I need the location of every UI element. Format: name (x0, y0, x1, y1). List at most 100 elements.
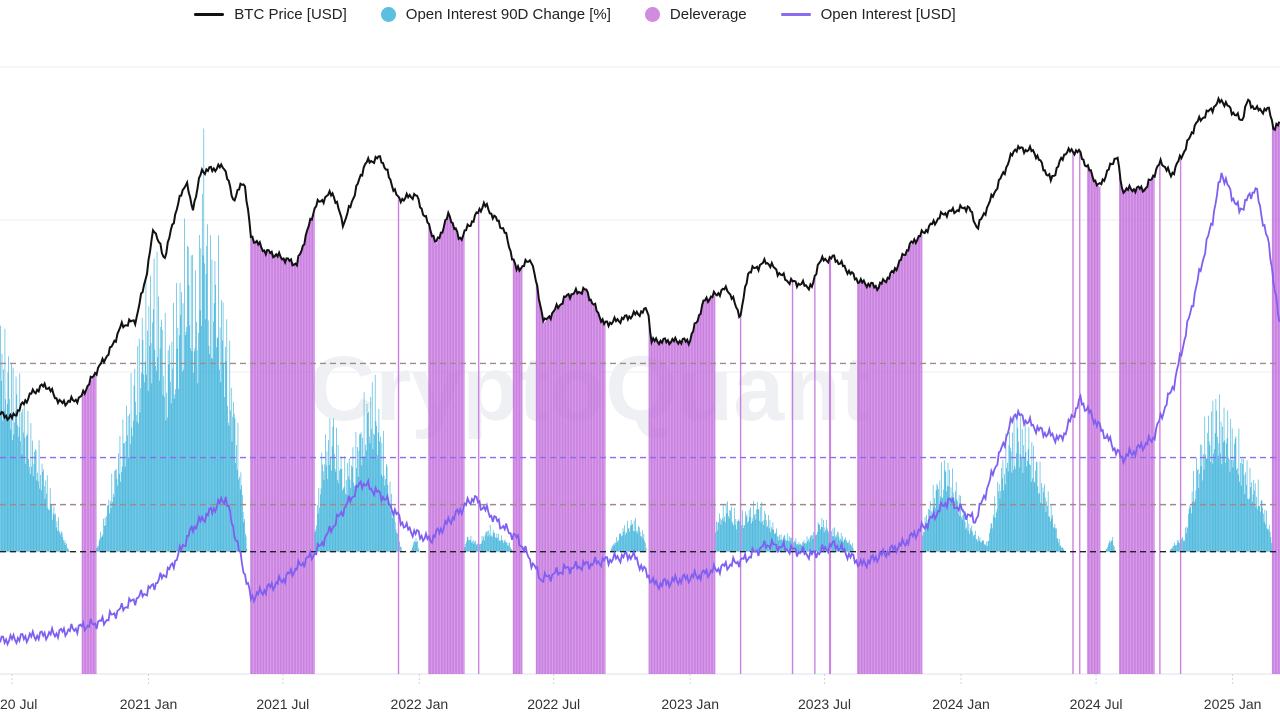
deleverage-bar (1133, 189, 1134, 674)
oi-change-bar (55, 513, 56, 552)
oi-change-bar (498, 533, 499, 552)
oi-change-bar (1061, 547, 1063, 552)
oi-change-bar (497, 537, 498, 552)
oi-change-bar (637, 530, 639, 552)
deleverage-bar (883, 282, 884, 674)
deleverage-bar (676, 341, 678, 674)
oi-change-bar (763, 519, 765, 552)
oi-change-bar (1203, 469, 1205, 552)
oi-change-bar (335, 471, 337, 552)
oi-change-bar (158, 296, 159, 552)
deleverage-bar (690, 339, 691, 674)
deleverage-bar (1138, 188, 1139, 674)
oi-change-bar (485, 532, 487, 552)
oi-change-bar (1029, 464, 1030, 552)
line-swatch-icon (780, 13, 811, 16)
oi-change-bar (961, 516, 962, 552)
oi-change-bar (736, 521, 738, 552)
deleverage-bar (572, 293, 573, 674)
oi-change-bar (1253, 479, 1255, 552)
oi-change-bar (109, 513, 110, 552)
oi-change-bar (1046, 501, 1048, 552)
legend-item-deleverage[interactable]: Deleverage (644, 6, 747, 23)
oi-change-bar (754, 514, 755, 552)
oi-change-bar (631, 525, 633, 552)
deleverage-bar (654, 341, 656, 674)
oi-change-bar (475, 544, 477, 552)
oi-change-bar (190, 255, 192, 552)
oi-change-bar (765, 520, 767, 552)
deleverage-bar (288, 260, 290, 674)
oi-change-bar (613, 544, 614, 552)
deleverage-bar (879, 285, 881, 674)
oi-change-bar (467, 536, 469, 552)
deleverage-bar (710, 297, 712, 674)
oi-change-bar (180, 314, 182, 552)
deleverage-bar (302, 245, 304, 674)
oi-change-bar (1215, 398, 1217, 552)
deleverage-bar (290, 261, 292, 674)
oi-change-bar (958, 495, 960, 552)
oi-change-bar (40, 490, 42, 552)
oi-change-bar (476, 545, 478, 552)
oi-change-bar (466, 541, 467, 552)
deleverage-bar (1273, 126, 1275, 674)
oi-change-bar (990, 523, 992, 552)
oi-change-bar (767, 525, 769, 552)
legend-item-open-interest[interactable]: Open Interest [USD] (780, 6, 956, 23)
deleverage-bar (587, 292, 588, 674)
deleverage-bar (693, 330, 694, 674)
oi-change-bar (221, 340, 223, 552)
deleverage-bar (462, 235, 464, 675)
oi-change-bar (1188, 514, 1189, 552)
oi-change-bar (123, 443, 124, 552)
oi-change-bar (626, 532, 628, 552)
oi-change-bar (1250, 487, 1252, 552)
oi-change-bar (1012, 470, 1014, 552)
legend-item-btc-price[interactable]: BTC Price [USD] (194, 6, 347, 23)
deleverage-bar (568, 294, 570, 674)
oi-change-bar (32, 476, 34, 552)
deleverage-bar (591, 300, 593, 674)
deleverage-bar (899, 262, 901, 674)
oi-change-bar (1242, 464, 1243, 552)
deleverage-bar (680, 341, 682, 674)
legend-item-oi-change[interactable]: Open Interest 90D Change [%] (380, 6, 611, 23)
oi-change-bar (54, 515, 55, 552)
oi-change-bar (991, 523, 993, 552)
deleverage-bar (884, 280, 886, 674)
deleverage-bar (697, 318, 699, 674)
oi-change-bar (128, 457, 130, 552)
oi-change-bar (113, 496, 115, 552)
oi-change-bar (315, 529, 317, 552)
oi-change-bar (392, 514, 394, 552)
deleverage-bar (299, 254, 301, 674)
oi-change-bar (1181, 538, 1183, 552)
oi-change-bar (823, 520, 824, 552)
oi-change-bar (824, 527, 826, 552)
deleverage-bar (454, 226, 455, 674)
oi-change-bar (1003, 490, 1005, 552)
oi-change-bar (365, 444, 366, 552)
oi-change-bar (351, 467, 353, 552)
oi-change-bar (103, 518, 104, 552)
oi-change-bar (1201, 445, 1203, 552)
deleverage-bar (306, 233, 308, 674)
oi-change-bar (194, 348, 196, 552)
deleverage-bar (457, 234, 458, 674)
oi-change-bar (218, 235, 219, 552)
oi-change-bar (837, 531, 838, 552)
deleverage-bar (910, 244, 912, 675)
oi-change-bar (486, 531, 487, 552)
deleverage-bar (256, 241, 257, 675)
deleverage-bar (447, 217, 449, 674)
oi-change-bar (496, 533, 498, 552)
deleverage-bar (891, 274, 892, 674)
oi-change-bar (370, 396, 372, 552)
oi-change-bar (1044, 497, 1046, 552)
oi-change-bar (1009, 447, 1011, 552)
deleverage-bar (673, 341, 674, 674)
oi-change-bar (49, 509, 50, 552)
deleverage-bar (682, 341, 683, 674)
oi-change-bar (16, 394, 18, 552)
